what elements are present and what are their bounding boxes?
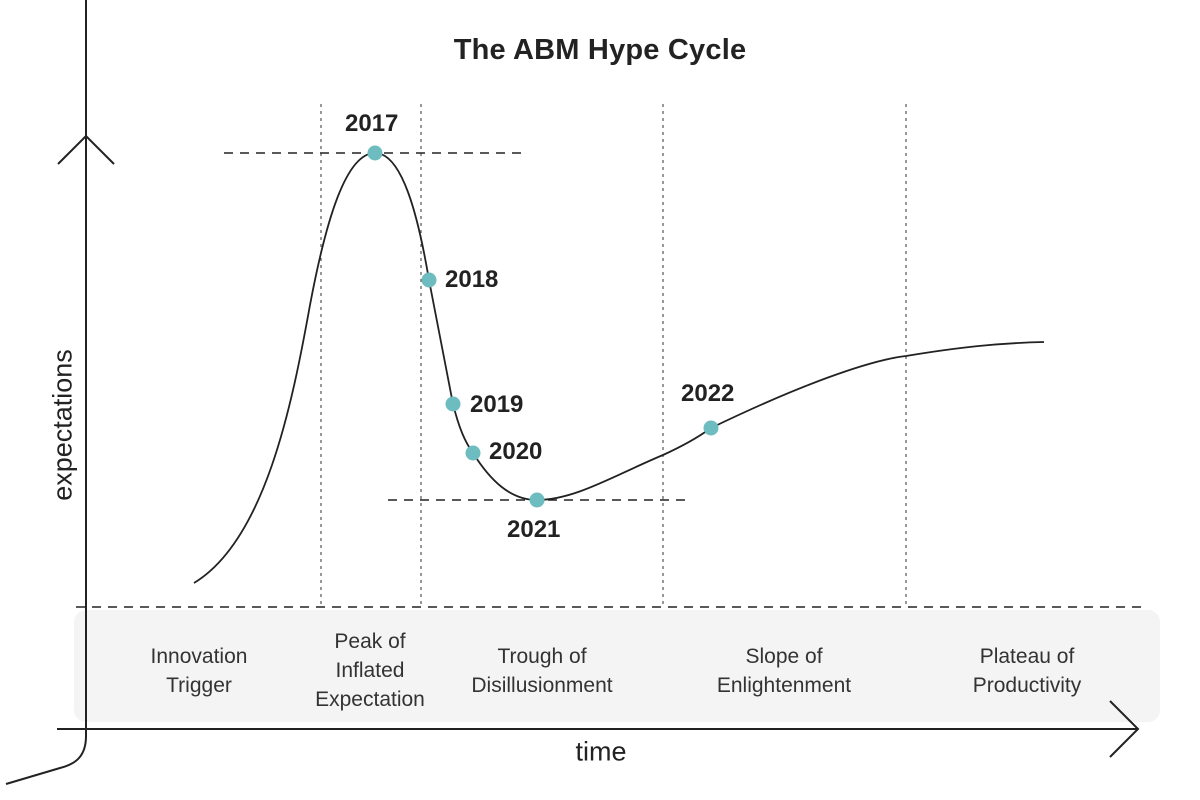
x-axis-arrow-icon	[1109, 700, 1140, 758]
milestone-marker-2020	[465, 445, 481, 461]
milestone-marker-2019	[445, 396, 461, 412]
diagram-title: The ABM Hype Cycle	[453, 34, 747, 66]
year-label-2017: 2017	[345, 110, 399, 137]
phase-label-plateau: Plateau of Productivity	[972, 645, 1082, 697]
phase-label-slope: Slope of Enlightenment	[716, 645, 852, 697]
phase-band	[74, 610, 1160, 722]
milestone-marker-2022	[703, 420, 719, 436]
year-label-2021: 2021	[507, 516, 561, 543]
year-label-2018: 2018	[445, 266, 499, 293]
y-axis-arrow-icon	[57, 134, 115, 165]
milestone-marker-2021	[529, 492, 545, 508]
milestone-marker-2017	[367, 145, 383, 161]
y-axis-line	[5, 0, 87, 785]
y-axis-label: expectations	[47, 349, 78, 501]
hype-curve	[193, 152, 1045, 584]
phase-label-trough: Trough of Disillusionment	[471, 645, 613, 697]
phase-label-innovation-trigger: Innovation Trigger	[150, 645, 248, 697]
milestone-marker-2018	[421, 272, 437, 288]
year-label-2020: 2020	[489, 438, 543, 465]
year-label-2022: 2022	[681, 380, 735, 407]
x-axis-label: time	[575, 736, 627, 767]
year-label-2019: 2019	[470, 391, 524, 418]
phase-label-peak: Peak of Inflated Expectation	[315, 630, 425, 711]
